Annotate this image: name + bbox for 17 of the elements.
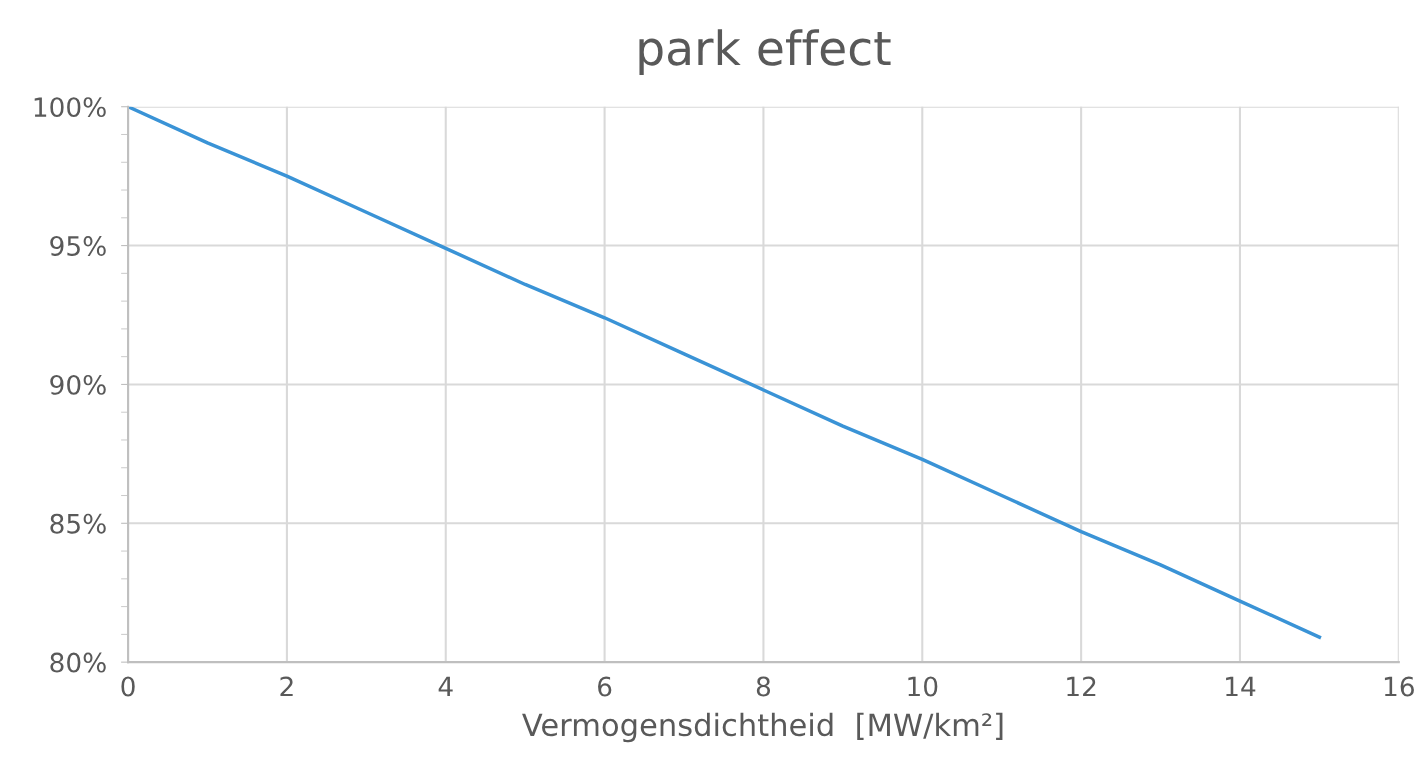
x-tick-label: 14 — [1226, 676, 1256, 697]
y-tick-label: 90% — [50, 374, 106, 395]
x-tick-label: 16 — [1384, 676, 1414, 697]
x-tick-label: 6 — [598, 676, 612, 697]
line-series — [128, 106, 1322, 639]
x-axis-title: Vermogensdichtheid [MW/km²] — [522, 712, 1003, 743]
x-tick-label: 12 — [1067, 676, 1096, 697]
x-tick-label: 8 — [756, 676, 771, 697]
x-tick-label: 2 — [280, 676, 293, 697]
chart-title: park effect — [639, 29, 891, 75]
x-tick-label: 10 — [908, 676, 938, 697]
x-tick-label: 4 — [438, 676, 453, 697]
y-tick-label: 80% — [50, 652, 106, 673]
y-tick-label: 100% — [34, 97, 106, 118]
y-tick-label: 85% — [50, 513, 106, 534]
x-tick-label: 0 — [121, 676, 135, 697]
y-tick-label: 95% — [50, 236, 106, 256]
